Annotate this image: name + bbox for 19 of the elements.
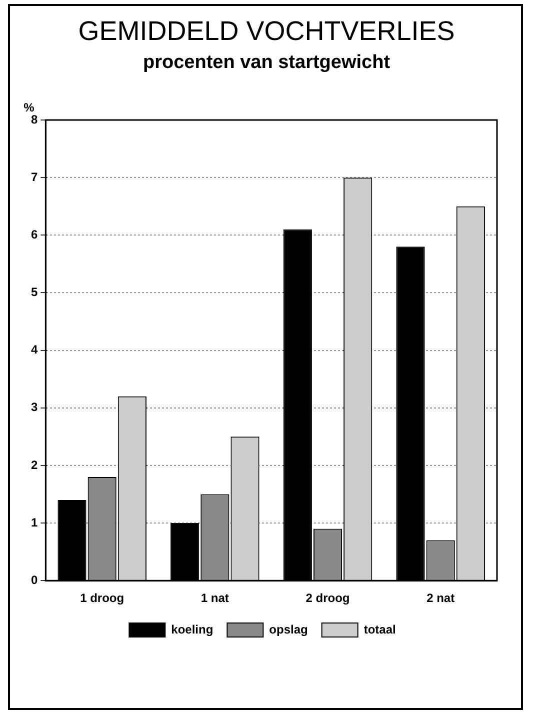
y-tick-label: 4 — [30, 342, 38, 357]
chart-subtitle: procenten van startgewicht — [142, 52, 392, 74]
y-tick-label: 8 — [30, 112, 38, 126]
y-tick-label: 5 — [30, 285, 38, 300]
y-tick-label: 6 — [30, 227, 38, 242]
y-axis-title: % — [24, 100, 35, 114]
x-tick-label: 1 droog — [80, 591, 124, 606]
y-tick-label: 0 — [30, 572, 38, 587]
chart-title: GEMIDDELD VOCHTVERLIES — [77, 16, 456, 47]
legend-label: opslag — [269, 622, 308, 636]
y-tick-label: 2 — [30, 458, 38, 472]
legend-label: koeling — [171, 622, 214, 636]
x-tick-label: 1 nat — [200, 591, 229, 606]
y-tick-label: 1 — [30, 515, 38, 530]
y-tick-label: 7 — [30, 170, 38, 184]
x-tick-label: 2 nat — [426, 591, 455, 606]
x-tick-label: 2 droog — [306, 591, 350, 606]
legend-label: totaal — [364, 622, 396, 636]
y-tick-label: 3 — [30, 400, 38, 414]
